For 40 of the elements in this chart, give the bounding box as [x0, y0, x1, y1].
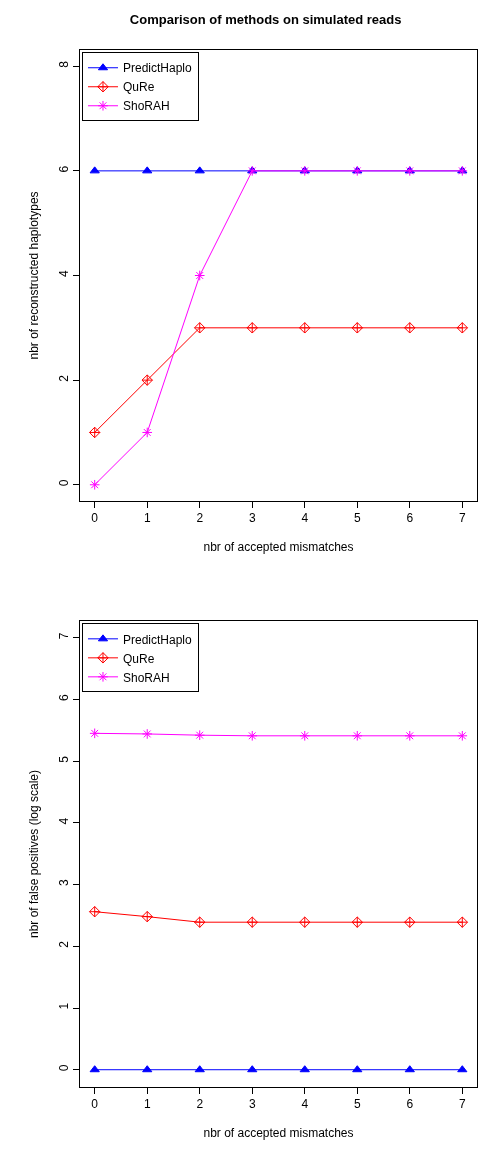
x-tick-label: 6	[406, 1097, 414, 1112]
y-axis-title: nbr of reconstructed haplotypes	[26, 191, 41, 360]
y-tick-label: 3	[57, 879, 72, 887]
y-tick-label: 2	[57, 940, 72, 948]
chart-title: Comparison of methods on simulated reads	[129, 11, 402, 27]
y-axis-title: nbr of false positives (log scale)	[26, 769, 41, 939]
legend-label: ShoRAH	[122, 670, 170, 685]
x-axis-title: nbr of accepted mismatches	[203, 540, 354, 555]
x-tick-label: 2	[196, 1097, 204, 1112]
y-tick-label: 4	[57, 817, 72, 825]
x-tick-label: 4	[301, 511, 309, 526]
x-tick-label: 1	[143, 1097, 151, 1112]
x-tick-label: 0	[91, 511, 99, 526]
x-tick-label: 5	[353, 511, 361, 526]
x-tick-label: 0	[91, 1097, 99, 1112]
y-tick-label: 0	[57, 1064, 72, 1072]
legend-label: PredictHaplo	[122, 61, 193, 76]
x-tick-label: 5	[353, 1097, 361, 1112]
legend-label: PredictHaplo	[122, 632, 193, 647]
y-tick-label: 6	[57, 693, 72, 701]
x-tick-label: 3	[248, 1097, 256, 1112]
y-tick-label: 2	[57, 374, 72, 382]
y-tick-label: 5	[57, 755, 72, 763]
y-tick-label: 4	[57, 270, 72, 278]
x-tick-label: 4	[301, 1097, 309, 1112]
y-tick-label: 6	[57, 165, 72, 173]
x-tick-label: 7	[458, 1097, 466, 1112]
legend-label: QuRe	[122, 651, 155, 666]
x-tick-label: 2	[196, 511, 204, 526]
y-tick-label: 8	[57, 60, 72, 68]
x-tick-label: 3	[248, 511, 256, 526]
y-tick-label: 7	[57, 632, 72, 640]
y-tick-label: 1	[57, 1002, 72, 1010]
x-tick-label: 7	[458, 511, 466, 526]
x-axis-title: nbr of accepted mismatches	[203, 1126, 354, 1141]
legend-label: ShoRAH	[122, 99, 170, 114]
x-tick-label: 6	[406, 511, 414, 526]
legend-label: QuRe	[122, 80, 155, 95]
x-tick-label: 1	[143, 511, 151, 526]
y-tick-label: 0	[57, 479, 72, 487]
